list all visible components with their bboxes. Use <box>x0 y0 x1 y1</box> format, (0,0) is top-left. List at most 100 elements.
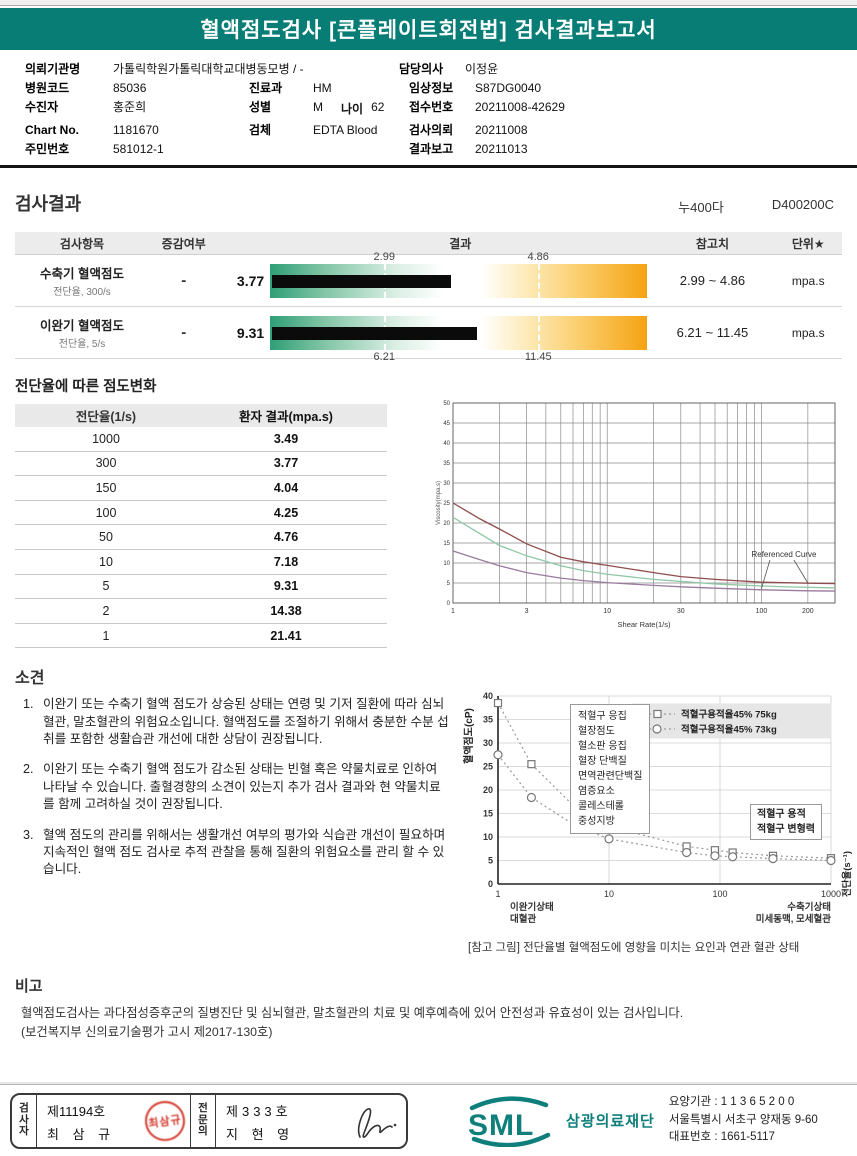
findings-title: 소견 <box>15 670 45 688</box>
shear-rate: 150 <box>95 480 117 495</box>
shear-result: 7.18 <box>273 554 299 569</box>
shear-section: 전단율에 따른 점도변화 전단율(1/s) 환자 결과(mpa.s) 1000 3… <box>0 359 857 649</box>
finding-text: 혈액 점도의 관리를 위해서는 생활개선 여부의 평가와 식습관 개선이 필요하… <box>43 827 446 877</box>
svg-text:10: 10 <box>604 889 614 899</box>
shear-rate: 300 <box>95 456 117 471</box>
svg-text:수축기상태: 수축기상태 <box>787 901 831 913</box>
svg-text:10: 10 <box>603 608 611 615</box>
hospital-code-label: 병원코드 <box>25 81 70 95</box>
request-date-label: 검사의뢰 <box>409 123 454 137</box>
result-flag: - <box>181 324 187 341</box>
reference-chart: 0 5 10 15 20 25 30 35 40 1 10 100 1000 적혈구용적율45% 75kg… <box>462 682 857 955</box>
result-code-2: D400200C <box>771 197 834 212</box>
svg-text:혈액점도(cP): 혈액점도(cP) <box>462 708 475 764</box>
shear-row: 1 21.41 <box>15 624 387 649</box>
shear-result: 4.25 <box>273 505 299 520</box>
reference-marker-label: 2.99 <box>373 250 395 263</box>
org-label: 의뢰기관명 <box>25 62 81 76</box>
col-flag: 증감여부 <box>161 236 206 251</box>
shear-row: 5 9.31 <box>15 575 387 600</box>
sex-value: M <box>313 100 323 114</box>
specimen-label: 검체 <box>249 123 272 137</box>
result-item-name: 수축기 혈액점도 전단율, 300/s <box>15 263 149 298</box>
svg-text:SML: SML <box>468 1109 534 1142</box>
org-addr-line-3: 대표번호 : 1661-5117 <box>668 1131 775 1144</box>
dept-label: 진료과 <box>249 81 283 95</box>
svg-text:30: 30 <box>443 481 450 487</box>
svg-text:0: 0 <box>488 879 493 889</box>
svg-text:15: 15 <box>483 809 493 819</box>
dept-value: HM <box>313 81 332 95</box>
col-unit: 단위★ <box>791 236 825 251</box>
shear-result: 9.31 <box>273 579 299 594</box>
reference-marker <box>538 315 541 350</box>
reference-chart-caption: [참고 그림] 전단율별 혈액점도에 영향을 미치는 요인과 연관 혈관 상태 <box>468 942 800 955</box>
svg-text:1000: 1000 <box>821 889 841 899</box>
svg-text:40: 40 <box>443 441 450 447</box>
shear-col-rate: 전단율(1/s) <box>75 410 137 424</box>
svg-text:5: 5 <box>488 856 493 866</box>
svg-text:30: 30 <box>483 738 493 748</box>
shear-row: 1000 3.49 <box>15 427 387 452</box>
svg-text:1: 1 <box>451 608 455 615</box>
hospital-code-value: 85036 <box>113 81 147 95</box>
shear-result: 3.77 <box>273 456 299 471</box>
chart-no-label: Chart No. <box>25 123 79 137</box>
rbc-annotation-box: 적혈구 용적 적혈구 변형력 <box>750 804 822 841</box>
svg-text:200: 200 <box>802 608 814 615</box>
remarks-line-1: 혈액점도검사는 과다점성증후군의 질병진단 및 심뇌혈관, 말초혈관의 치료 및… <box>21 1006 684 1021</box>
shear-result: 4.76 <box>273 530 299 545</box>
svg-text:15: 15 <box>443 541 450 547</box>
result-range-bar: 6.21 11.45 <box>270 307 650 363</box>
patient-info: 의뢰기관명 가톨릭학원가톨릭대학교대병동모병 / - 담당의사 이정윤 병원코드… <box>0 50 857 168</box>
svg-text:Referenced Curve: Referenced Curve <box>751 550 816 559</box>
reference-marker-label: 11.45 <box>524 350 552 363</box>
results-table: 검사항목 증감여부 결과 참고치 단위★ 수축기 혈액점도 전단율, 300/s -… <box>15 232 842 363</box>
receipt-value: 20211008-42629 <box>475 100 565 114</box>
shear-row: 300 3.77 <box>15 452 387 477</box>
reference-chart-svg: 0 5 10 15 20 25 30 35 40 1 10 100 1000 적혈구용적율45% 75kg… <box>462 691 853 925</box>
sex-label: 성별 <box>249 100 272 114</box>
shear-row: 150 4.04 <box>15 476 387 501</box>
svg-text:10: 10 <box>443 561 450 567</box>
shear-row: 2 14.38 <box>15 599 387 624</box>
report-title-bar: 혈액점도검사 [콘플레이트회전법] 검사결과보고서 <box>0 8 857 50</box>
svg-text:25: 25 <box>443 501 450 507</box>
patient-name-label: 수진자 <box>25 100 59 114</box>
shear-col-result: 환자 결과(mpa.s) <box>239 410 333 424</box>
resident-no-value: 581012-1 <box>113 142 164 156</box>
report-date-value: 20211013 <box>475 142 528 156</box>
svg-text:Shear Rate(1/s): Shear Rate(1/s) <box>618 620 671 629</box>
svg-text:20: 20 <box>483 785 493 795</box>
svg-text:50: 50 <box>443 401 450 407</box>
shear-rate: 50 <box>99 530 113 545</box>
finding-number: 2. <box>23 762 34 777</box>
shear-result: 21.41 <box>270 628 302 643</box>
result-item-sub: 전단율, 5/s <box>58 339 106 350</box>
result-reference: 6.21 ~ 11.45 <box>676 325 749 340</box>
org-value: 가톨릭학원가톨릭대학교대병동모병 / - <box>113 62 304 76</box>
shear-rate: 1000 <box>92 431 120 446</box>
age-value: 62 <box>371 100 385 114</box>
chart-no-value: 1181670 <box>113 123 159 137</box>
result-unit: mpa.s <box>791 325 825 340</box>
top-strip <box>0 0 857 6</box>
finding-number: 3. <box>23 827 34 842</box>
shear-result: 14.38 <box>270 603 302 618</box>
svg-text:이완기상태: 이완기상태 <box>510 901 554 913</box>
svg-text:35: 35 <box>443 461 450 467</box>
svg-text:적혈구용적율45% 75kg: 적혈구용적율45% 75kg <box>681 709 777 721</box>
svg-text:적혈구용적율45% 73kg: 적혈구용적율45% 73kg <box>681 724 777 736</box>
remarks-title: 비고 <box>15 978 43 996</box>
shear-rate: 10 <box>99 554 113 569</box>
svg-text:30: 30 <box>677 608 685 615</box>
brand-block: SML 삼광의료재단 <box>460 1095 655 1147</box>
doctor-label: 담당의사 <box>399 62 444 76</box>
patient-row: 수진자 홍준희 성별 M 나이 62 접수번호 20211008-42629 <box>25 98 847 117</box>
shear-row: 50 4.76 <box>15 525 387 550</box>
shear-table-header: 전단율(1/s) 환자 결과(mpa.s) <box>15 404 387 427</box>
signature-mark <box>357 1107 397 1138</box>
result-range-bar: 2.99 4.86 <box>270 251 650 307</box>
receipt-label: 접수번호 <box>409 100 454 114</box>
